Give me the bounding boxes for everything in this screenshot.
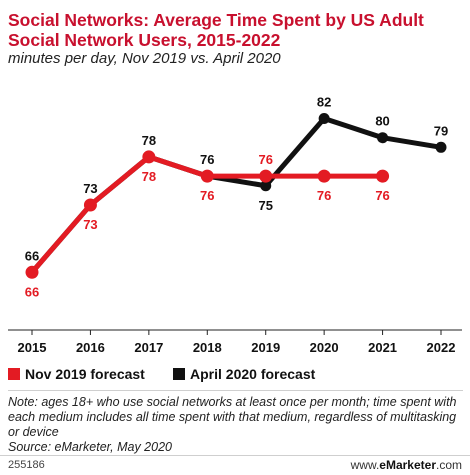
x-tick-label: 2019 (251, 340, 280, 355)
data-point-nov (200, 169, 214, 183)
x-tick-label: 2021 (368, 340, 397, 355)
x-tick-label: 2020 (310, 340, 339, 355)
data-point-nov (83, 198, 97, 212)
data-point-nov (259, 169, 273, 183)
data-point-apr (318, 112, 330, 124)
data-label-apr: 73 (83, 181, 97, 196)
line-chart: 2015 2016 2017 2018 2019 2020 2021 2022 66 73 78 76… (8, 94, 462, 355)
data-point-apr (435, 141, 447, 153)
brand-suffix: .com (435, 458, 462, 472)
legend-label-nov: Nov 2019 forecast (25, 366, 145, 382)
data-label-nov: 76 (317, 188, 331, 203)
data-point-nov (376, 169, 390, 183)
data-point-apr (260, 180, 272, 192)
data-label-nov: 76 (375, 188, 389, 203)
x-tick-label: 2017 (134, 340, 163, 355)
data-label-apr: 75 (258, 198, 272, 213)
data-label-nov: 66 (25, 284, 39, 299)
legend-label-apr: April 2020 forecast (190, 366, 316, 382)
data-label-nov: 76 (200, 188, 214, 203)
data-label-apr: 80 (375, 114, 389, 129)
brand-logo: www.eMarketer.com (351, 458, 462, 472)
brand-prefix: www. (350, 458, 380, 472)
x-tick-label: 2015 (18, 340, 47, 355)
data-label-apr: 82 (317, 94, 331, 109)
data-label-nov: 76 (258, 152, 272, 167)
chart-title: Social Networks: Average Time Spent by U… (8, 10, 424, 50)
data-point-apr (377, 132, 389, 144)
legend-item-apr: April 2020 forecast (173, 366, 315, 382)
note-text: Note: ages 18+ who use social networks a… (8, 395, 457, 439)
chart-subtitle: minutes per day, Nov 2019 vs. April 2020 (8, 50, 281, 67)
brand-name: eMarketer (379, 458, 436, 472)
x-tick-label: 2016 (76, 340, 105, 355)
chart-id: 255186 (8, 459, 45, 471)
data-point-nov (25, 265, 39, 279)
data-label-apr: 76 (200, 152, 214, 167)
legend-swatch-apr (173, 368, 185, 380)
data-point-nov (142, 150, 156, 164)
data-point-nov (317, 169, 331, 183)
chart-note: Note: ages 18+ who use social networks a… (8, 390, 463, 455)
data-label-apr: 79 (434, 123, 448, 138)
data-label-apr: 78 (142, 133, 156, 148)
data-label-nov: 78 (142, 169, 156, 184)
data-label-nov: 73 (83, 217, 97, 232)
legend-swatch-nov (8, 368, 20, 380)
legend-item-nov: Nov 2019 forecast (8, 366, 145, 382)
x-tick-label: 2018 (193, 340, 222, 355)
x-tick-label: 2022 (427, 340, 456, 355)
source-text: Source: eMarketer, May 2020 (8, 440, 172, 454)
footer-divider (0, 455, 470, 456)
data-label-apr: 66 (25, 248, 39, 263)
